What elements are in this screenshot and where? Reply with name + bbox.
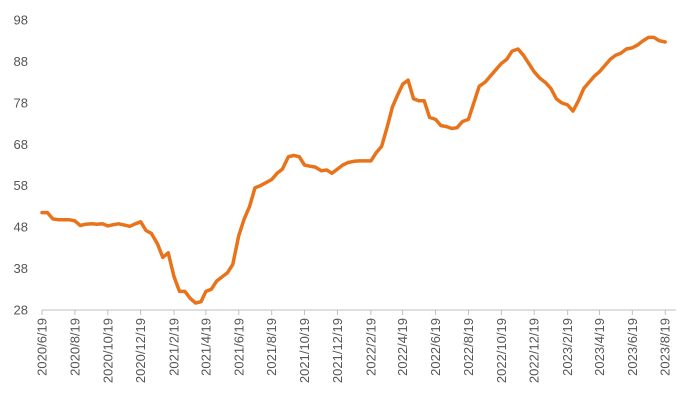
x-tick-label: 2022/10/19 xyxy=(494,318,509,383)
y-tick-label: 78 xyxy=(14,95,28,110)
x-tick-label: 2020/6/19 xyxy=(35,318,50,376)
y-tick-label: 38 xyxy=(14,261,28,276)
series-line xyxy=(40,35,667,305)
x-tick-label: 2023/8/19 xyxy=(658,318,673,376)
x-tick-label: 2022/12/19 xyxy=(527,318,542,383)
x-tick-label: 2021/8/19 xyxy=(264,318,279,376)
x-tick-label: 2021/2/19 xyxy=(167,318,182,376)
x-tick-label: 2021/6/19 xyxy=(231,318,246,376)
x-tick-label: 2021/4/19 xyxy=(198,318,213,376)
y-tick-label: 98 xyxy=(14,13,28,28)
x-tick-label: 2023/6/19 xyxy=(625,318,640,376)
x-axis: 2020/6/19 2020/8/19 2020/10/19 2020/12/19 20… xyxy=(35,310,673,383)
x-tick-label: 2020/8/19 xyxy=(67,318,82,376)
x-tick-label: 2022/4/19 xyxy=(395,318,410,376)
x-tick-label: 2022/2/19 xyxy=(363,318,378,376)
x-tick-label: 2022/8/19 xyxy=(461,318,476,376)
x-tick-label: 2021/10/19 xyxy=(297,318,312,383)
y-tick-label: 68 xyxy=(14,137,28,152)
x-tick-label: 2023/4/19 xyxy=(592,318,607,376)
x-tick-label: 2021/12/19 xyxy=(330,318,345,383)
y-tick-label: 58 xyxy=(14,178,28,193)
y-tick-label: 28 xyxy=(14,303,28,318)
y-tick-label: 48 xyxy=(14,220,28,235)
x-tick-label: 2020/12/19 xyxy=(133,318,148,383)
x-tick-label: 2020/10/19 xyxy=(100,318,115,383)
x-tick-label: 2023/2/19 xyxy=(560,318,575,376)
x-tick-label: 2022/6/19 xyxy=(428,318,443,376)
y-axis: 28 38 48 58 68 78 88 98 xyxy=(14,13,28,318)
y-tick-label: 88 xyxy=(14,54,28,69)
